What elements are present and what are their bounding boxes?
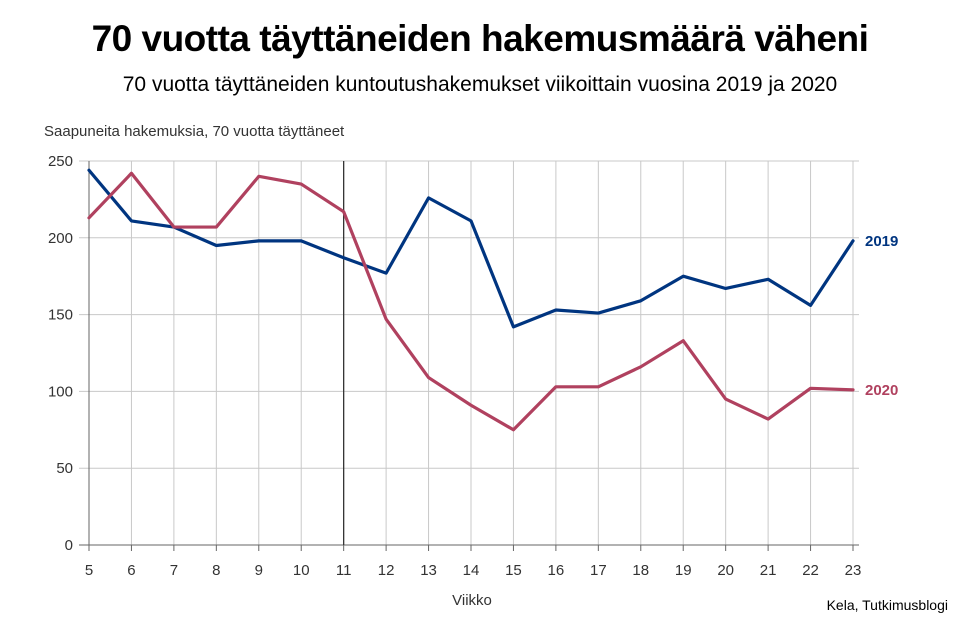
x-tick-label: 20 [717, 562, 734, 579]
series-label-2020: 2020 [865, 382, 898, 399]
x-tick-label: 22 [802, 562, 819, 579]
chart-subtitle: 70 vuotta täyttäneiden kuntoutushakemuks… [122, 73, 838, 96]
series-labels: 2019 2020 [865, 233, 898, 399]
y-tick-label: 200 [48, 230, 73, 247]
x-tick-label: 13 [420, 562, 437, 579]
x-axis-label: Viikko [452, 592, 492, 609]
series-line-2020 [87, 171, 855, 432]
axes [79, 161, 859, 551]
x-tick-label: 16 [548, 562, 565, 579]
chart-title: 70 vuotta täyttäneiden hakemusmäärä vähe… [91, 18, 869, 59]
x-tick-label: 14 [463, 562, 480, 579]
y-tick-label: 0 [65, 537, 73, 554]
series-label-2019: 2019 [865, 233, 898, 250]
x-tick-label: 10 [293, 562, 310, 579]
x-tick-labels: 5 6 7 8 9 10 11 12 13 14 15 16 17 18 19 20 21 22 23 [85, 562, 862, 579]
x-tick-label: 9 [255, 562, 263, 579]
x-tick-label: 7 [170, 562, 178, 579]
x-tick-label: 6 [127, 562, 135, 579]
grid-lines [79, 160, 859, 545]
x-tick-label: 23 [845, 562, 862, 579]
x-tick-label: 17 [590, 562, 607, 579]
y-axis-label: Saapuneita hakemuksia, 70 vuotta täyttän… [44, 123, 345, 140]
y-tick-labels: 0 50 100 150 200 250 [48, 153, 73, 554]
x-tick-label: 15 [505, 562, 522, 579]
y-tick-label: 100 [48, 383, 73, 400]
x-tick-label: 8 [212, 562, 220, 579]
source-note: Kela, Tutkimusblogi [826, 597, 948, 613]
x-tick-label: 19 [675, 562, 692, 579]
y-tick-label: 150 [48, 307, 73, 324]
x-tick-label: 5 [85, 562, 93, 579]
x-tick-label: 21 [760, 562, 777, 579]
series-line-2019 [87, 168, 855, 329]
series-lines [87, 168, 855, 432]
x-tick-label: 11 [336, 562, 352, 579]
y-tick-label: 50 [56, 460, 73, 477]
y-tick-label: 250 [48, 153, 73, 170]
x-tick-label: 18 [632, 562, 649, 579]
x-tick-label: 12 [378, 562, 395, 579]
